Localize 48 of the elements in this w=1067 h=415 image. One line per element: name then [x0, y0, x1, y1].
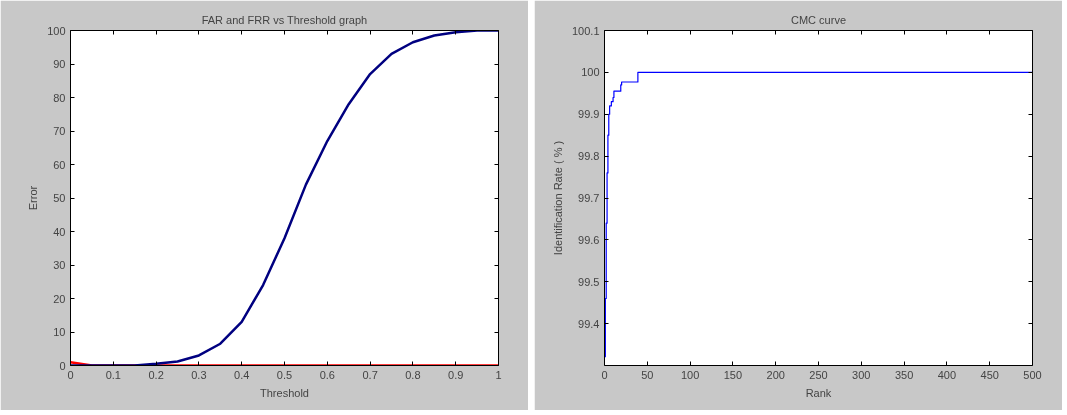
x-tick-label: 0.6: [319, 368, 335, 381]
x-tick-label: 0.2: [148, 368, 164, 381]
x-tick-label: 0.8: [405, 368, 421, 381]
y-tick-label: 20: [53, 292, 66, 305]
line-series: [70, 30, 499, 366]
x-axis-title: Threshold: [260, 386, 309, 399]
y-tick-label: 100: [47, 24, 66, 37]
x-tick-label: 0.9: [448, 368, 464, 381]
x-tick-label: 500: [1023, 368, 1042, 381]
y-tick-label: 100.1: [571, 24, 600, 37]
x-tick-label: 1: [495, 368, 502, 381]
x-tick-label: 150: [723, 368, 743, 381]
x-tick-label: 300: [852, 368, 871, 381]
chart-title: FAR and FRR vs Threshold graph: [201, 13, 368, 26]
y-axis-title: Error: [27, 185, 40, 211]
y-tick-label: 0: [59, 359, 66, 372]
y-tick-label: 99.8: [578, 150, 600, 163]
x-tick-label: 100: [680, 368, 700, 381]
y-tick-label: 40: [53, 225, 66, 238]
x-tick-label: 350: [894, 368, 914, 381]
y-tick-label: 99.4: [578, 317, 600, 330]
x-tick-label: 200: [766, 368, 785, 381]
x-tick-label: 0.7: [362, 368, 378, 381]
y-tick-label: 99.6: [578, 233, 600, 246]
x-tick-label: 0: [67, 368, 74, 381]
y-tick-label: 50: [53, 192, 66, 204]
y-tick-label: 30: [53, 259, 66, 271]
y-tick-label: 80: [53, 91, 66, 104]
y-tick-label: 99.5: [578, 275, 600, 288]
x-tick-label: 400: [937, 368, 957, 381]
x-tick-label: 250: [809, 368, 828, 381]
x-tick-label: 450: [980, 368, 999, 381]
x-tick-label: 50: [641, 368, 654, 381]
y-tick-label: 100: [581, 66, 600, 79]
y-tick-label: 99.9: [578, 108, 600, 121]
y-tick-label: 60: [53, 158, 66, 171]
x-tick-label: 0.1: [105, 368, 121, 381]
x-tick-label: 0.5: [276, 368, 293, 381]
y-tick-label: 99.7: [578, 192, 600, 204]
x-tick-label: 0.3: [191, 368, 207, 381]
x-tick-label: 0: [601, 368, 608, 381]
y-tick-label: 70: [53, 125, 66, 137]
y-axis-title: Identification Rate ( % ): [551, 140, 564, 256]
chart-title: CMC curve: [791, 13, 847, 26]
x-axis-title: Rank: [805, 386, 832, 399]
y-tick-label: 90: [53, 58, 66, 70]
x-tick-label: 0.4: [234, 368, 250, 381]
y-tick-label: 10: [53, 326, 66, 338]
